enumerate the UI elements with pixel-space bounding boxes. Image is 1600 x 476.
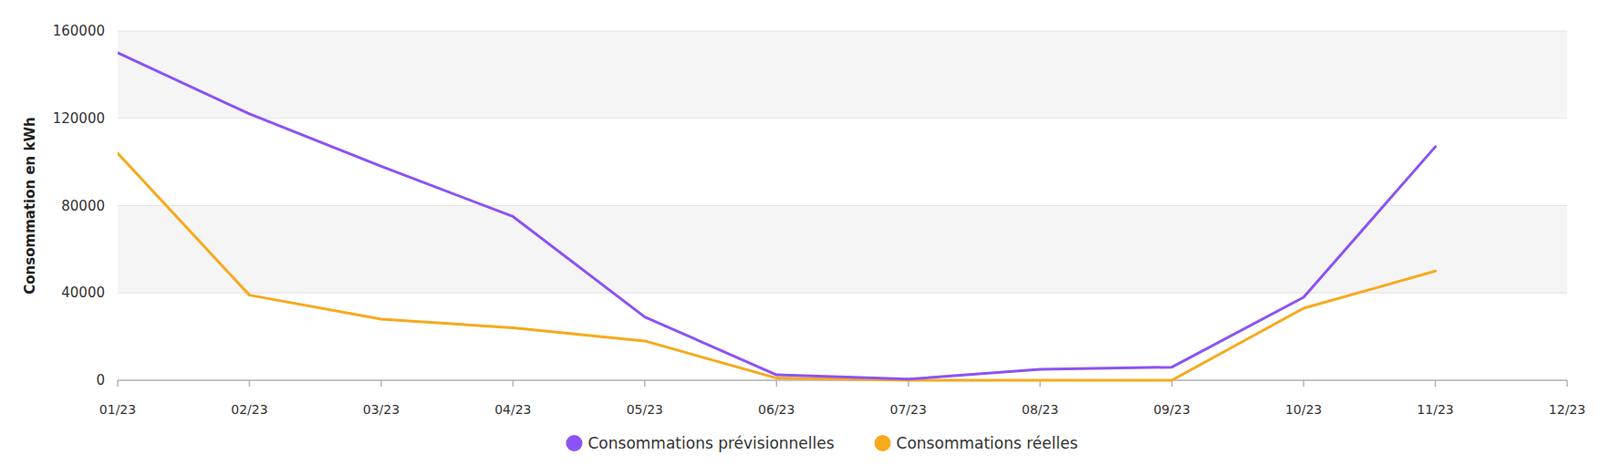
x-tick — [380, 380, 383, 387]
y-tick-label: 0 — [95, 372, 105, 389]
y-tick-label: 80000 — [61, 197, 105, 215]
x-tick — [1434, 380, 1437, 387]
x-tick — [249, 380, 251, 387]
legend-label: Consommations prévisionnelles — [588, 434, 835, 453]
x-tick-label: 10/23 — [1285, 402, 1322, 417]
grid-band — [117, 206, 1568, 294]
y-tick-label: 120000 — [52, 110, 105, 127]
legend-marker — [566, 435, 583, 452]
legend-marker — [874, 435, 892, 452]
x-tick — [116, 380, 119, 387]
x-tick-label: 12/23 — [1548, 402, 1586, 417]
x-tick-label: 03/23 — [363, 402, 400, 417]
grid-line — [117, 117, 1568, 119]
x-tick-label: 06/23 — [758, 402, 795, 417]
series-line — [117, 153, 1436, 381]
x-tick-label: 05/23 — [626, 402, 664, 417]
x-tick-label: 02/23 — [230, 402, 268, 417]
chart-svg: 0 40000 80000 120000 160000 01/23 02/23 03/23 04… — [0, 0, 1600, 476]
legend-item: Consommations prévisionnelles — [566, 434, 835, 453]
y-axis-label: Consommation en kWh — [21, 116, 39, 294]
x-tick-label: 01/23 — [99, 402, 136, 417]
legend-item: Consommations réelles — [874, 434, 1079, 453]
grid-band — [117, 31, 1568, 119]
grid-line — [117, 31, 1568, 32]
legend: Consommations prévisionnelles Consommatio… — [566, 434, 1079, 453]
y-tick-label: 160000 — [52, 22, 105, 40]
y-tick-label: 40000 — [61, 284, 105, 302]
chart-container: 0 40000 80000 120000 160000 01/23 02/23 03/23 04… — [0, 0, 1600, 476]
x-tick-label: 04/23 — [494, 402, 531, 417]
x-tick — [1302, 380, 1305, 387]
x-tick — [776, 380, 779, 387]
x-tick — [1566, 380, 1569, 387]
plot-area — [117, 52, 1436, 381]
grid-line — [117, 205, 1568, 207]
x-tick-label: 08/23 — [1021, 402, 1059, 417]
x-tick — [644, 380, 646, 387]
x-tick-label: 09/23 — [1153, 402, 1190, 417]
x-tick-label: 11/23 — [1416, 402, 1454, 417]
grid-line — [117, 292, 1568, 294]
x-tick-label: 07/23 — [890, 402, 927, 417]
x-tick — [512, 380, 515, 387]
series-line — [117, 52, 1436, 380]
legend-label: Consommations réelles — [896, 434, 1079, 453]
